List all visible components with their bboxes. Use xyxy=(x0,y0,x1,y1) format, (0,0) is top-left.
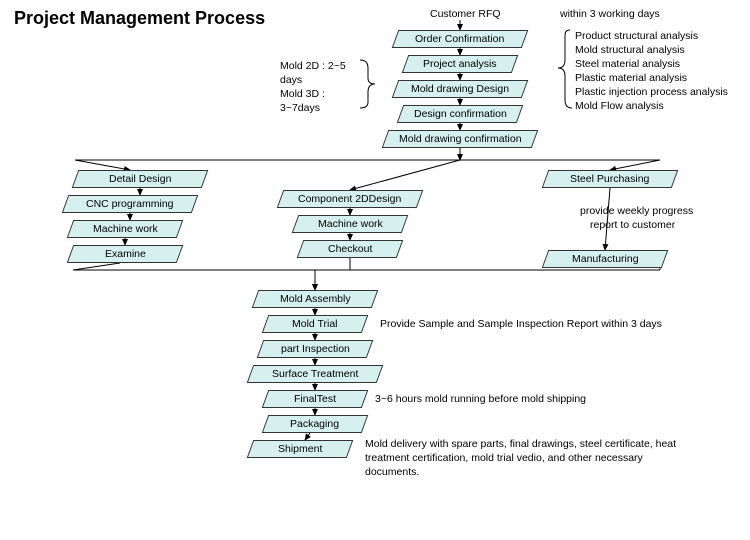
node-label: Mold Trial xyxy=(288,318,342,330)
node-label: Mold drawing confirmation xyxy=(395,133,526,145)
node-cust: Customer RFQ xyxy=(430,8,501,20)
node-proj: Project analysis xyxy=(402,55,519,73)
annotation-10: 3~7days xyxy=(280,102,320,114)
annotation-13: Provide Sample and Sample Inspection Rep… xyxy=(380,318,662,330)
node-mwork1: Machine work xyxy=(67,220,184,238)
annotation-1: Product structural analysis xyxy=(575,30,698,42)
node-label: Component 2DDesign xyxy=(294,193,405,205)
node-label: Steel Purchasing xyxy=(566,173,653,185)
node-detail: Detail Design xyxy=(72,170,209,188)
node-label: CNC programming xyxy=(82,198,178,210)
annotation-15: Mold delivery with spare parts, final dr… xyxy=(365,438,676,450)
node-cnc: CNC programming xyxy=(62,195,199,213)
node-pack: Packaging xyxy=(262,415,369,433)
node-label: part Inspection xyxy=(277,343,354,355)
annotation-6: Mold Flow analysis xyxy=(575,100,664,112)
annotation-9: Mold 3D : xyxy=(280,88,325,100)
node-ship: Shipment xyxy=(247,440,354,458)
annotation-0: within 3 working days xyxy=(560,8,660,20)
annotation-14: 3~6 hours mold running before mold shipp… xyxy=(375,393,586,405)
node-dconf: Design confirmation xyxy=(397,105,524,123)
node-label: Mold Assembly xyxy=(276,293,355,305)
node-label: Shipment xyxy=(274,443,326,455)
node-label: Order Confirmation xyxy=(411,33,508,45)
node-label: Manufacturing xyxy=(568,253,643,265)
annotation-2: Mold structural analysis xyxy=(575,44,685,56)
node-label: Mold drawing Design xyxy=(407,83,513,95)
annotation-8: days xyxy=(280,74,302,86)
annotation-16: treatment certification, mold trial vedi… xyxy=(365,452,643,464)
node-label: Examine xyxy=(101,248,150,260)
node-final: FinalTest xyxy=(262,390,369,408)
annotation-11: provide weekly progress xyxy=(580,205,693,217)
node-manuf: Manufacturing xyxy=(542,250,669,268)
node-label: Design confirmation xyxy=(410,108,511,120)
node-surf: Surface Treatment xyxy=(247,365,384,383)
node-checkout: Checkout xyxy=(297,240,404,258)
node-label: Detail Design xyxy=(105,173,175,185)
node-trial: Mold Trial xyxy=(262,315,369,333)
annotation-7: Mold 2D : 2~5 xyxy=(280,60,346,72)
node-mdd: Mold drawing Design xyxy=(392,80,529,98)
node-label: Surface Treatment xyxy=(268,368,362,380)
node-label: Machine work xyxy=(314,218,387,230)
node-exam: Examine xyxy=(67,245,184,263)
annotation-17: documents. xyxy=(365,466,419,478)
node-label: Packaging xyxy=(286,418,343,430)
node-partins: part Inspection xyxy=(257,340,374,358)
node-label: Machine work xyxy=(89,223,162,235)
annotation-4: Plastic material analysis xyxy=(575,72,687,84)
node-assy: Mold Assembly xyxy=(252,290,379,308)
node-steel: Steel Purchasing xyxy=(542,170,679,188)
page-title: Project Management Process xyxy=(14,8,265,29)
node-order: Order Confirmation xyxy=(392,30,529,48)
node-mwork2: Machine work xyxy=(292,215,409,233)
node-mdc: Mold drawing confirmation xyxy=(382,130,539,148)
annotation-12: report to customer xyxy=(590,219,675,231)
node-label: FinalTest xyxy=(290,393,340,405)
node-comp2d: Component 2DDesign xyxy=(277,190,424,208)
node-label: Project analysis xyxy=(419,58,501,70)
annotation-5: Plastic injection process analysis xyxy=(575,86,728,98)
node-label: Checkout xyxy=(324,243,376,255)
annotation-3: Steel material analysis xyxy=(575,58,680,70)
